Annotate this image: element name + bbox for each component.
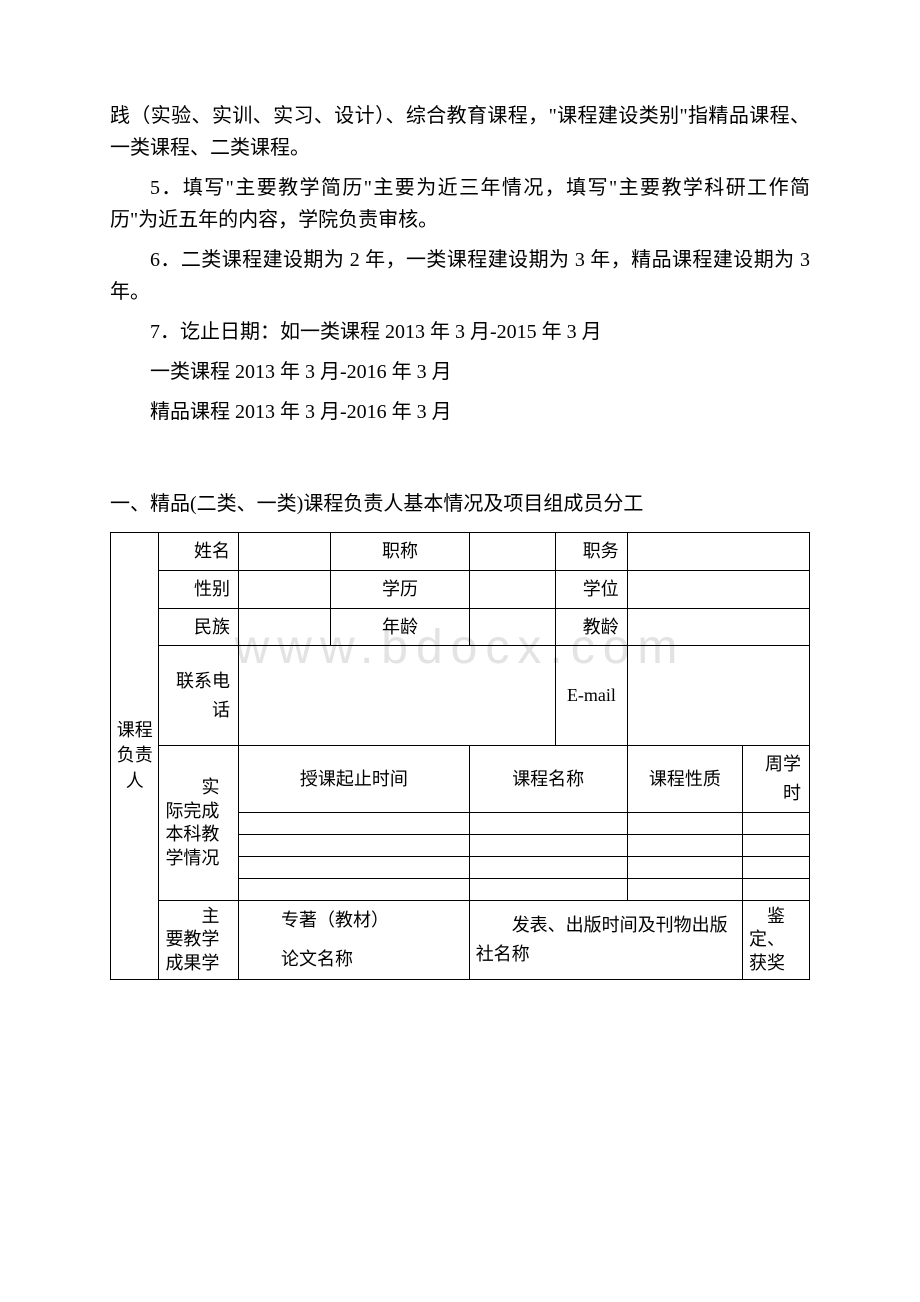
label-email: E-mail: [556, 646, 628, 746]
header-monograph: 专著（教材）: [239, 900, 470, 940]
label-degree: 学位: [556, 570, 628, 608]
label-name: 姓名: [159, 533, 239, 571]
label-phone: 联系电话: [159, 646, 239, 746]
header-thesis-name: 论文名称: [239, 940, 470, 980]
document-content: 践（实验、实训、实习、设计）、综合教育课程，"课程建设类别"指精品课程、一类课程…: [110, 100, 810, 980]
paragraph-2: 5．填写"主要教学简历"主要为近三年情况，填写"主要教学科研工作简历"为近五年的…: [110, 172, 810, 236]
header-publish-info: 发表、出版时间及刊物出版社名称: [469, 900, 742, 979]
value-email: [627, 646, 809, 746]
label-ethnicity: 民族: [159, 608, 239, 646]
form-table: 课程负责人 姓名 职称 职务 性别 学历 学位 民族 年龄 教龄: [110, 532, 810, 980]
label-position: 职务: [556, 533, 628, 571]
value-age: [469, 608, 556, 646]
value-education: [469, 570, 556, 608]
header-award: 鉴定、获奖: [743, 900, 810, 979]
label-education: 学历: [331, 570, 469, 608]
section-title: 一、精品(二类、一类)课程负责人基本情况及项目组成员分工: [110, 488, 810, 520]
header-course-nature: 课程性质: [627, 746, 742, 813]
label-title: 职称: [331, 533, 469, 571]
header-week-hours: 周学时: [743, 746, 810, 813]
label-teaching-situation: 实际完成本科教学情况: [159, 746, 239, 901]
value-ethnicity: [239, 608, 331, 646]
row-header-responsible: 课程负责人: [111, 533, 159, 980]
header-teaching-time: 授课起止时间: [239, 746, 470, 813]
value-phone: [239, 646, 556, 746]
label-teaching-age: 教龄: [556, 608, 628, 646]
header-course-name: 课程名称: [469, 746, 627, 813]
label-age: 年龄: [331, 608, 469, 646]
paragraph-4: 7．讫止日期：如一类课程 2013 年 3 月-2015 年 3 月: [110, 316, 810, 348]
paragraph-5: 一类课程 2013 年 3 月-2016 年 3 月: [110, 356, 810, 388]
value-name: [239, 533, 331, 571]
value-degree: [627, 570, 809, 608]
value-position: [627, 533, 809, 571]
paragraph-6: 精品课程 2013 年 3 月-2016 年 3 月: [110, 396, 810, 428]
value-gender: [239, 570, 331, 608]
label-gender: 性别: [159, 570, 239, 608]
value-teaching-age: [627, 608, 809, 646]
value-title: [469, 533, 556, 571]
label-achievements: 主要教学成果学: [159, 900, 239, 979]
paragraph-3: 6．二类课程建设期为 2 年，一类课程建设期为 3 年，精品课程建设期为 3 年…: [110, 244, 810, 308]
paragraph-1: 践（实验、实训、实习、设计）、综合教育课程，"课程建设类别"指精品课程、一类课程…: [110, 100, 810, 164]
